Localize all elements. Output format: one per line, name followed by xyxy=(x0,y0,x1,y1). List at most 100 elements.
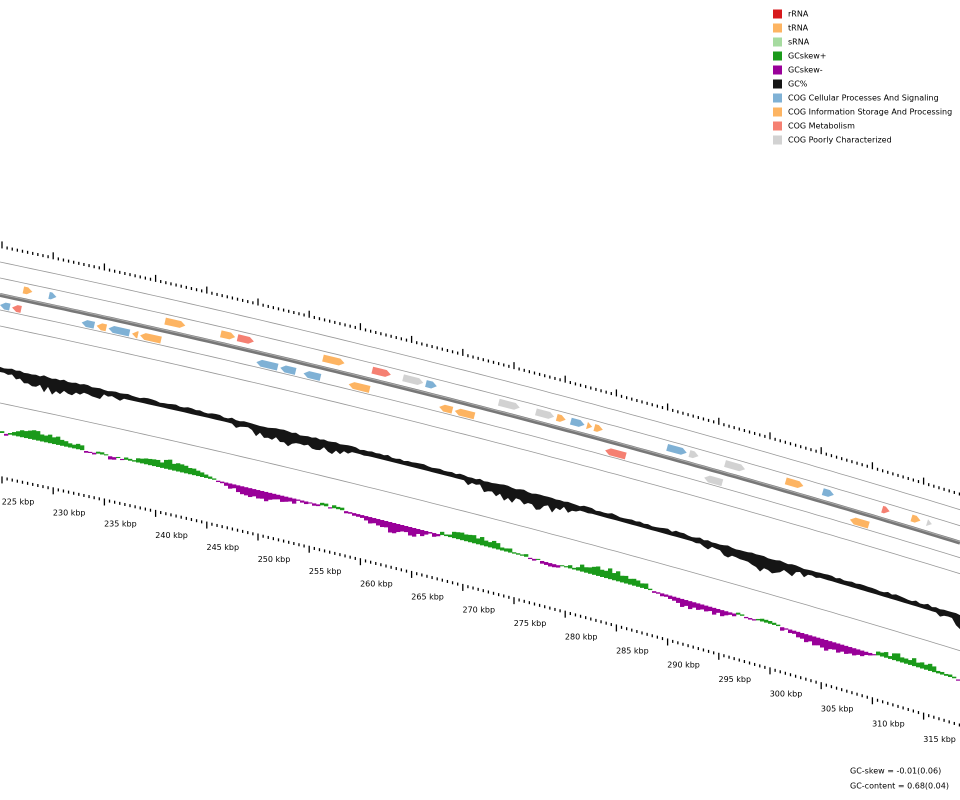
gc-skew-negative xyxy=(288,497,293,502)
gc-skew-negative xyxy=(724,611,729,616)
gc-skew-negative xyxy=(688,601,693,610)
gc-skew-negative xyxy=(220,481,225,484)
gc-skew-positive xyxy=(0,431,5,433)
gene xyxy=(535,408,555,419)
gc-skew-positive xyxy=(928,663,933,671)
gc-skew-negative xyxy=(820,638,825,648)
gc-skew-positive xyxy=(464,534,469,542)
gc-skew-negative xyxy=(744,616,749,619)
gc-skew-negative xyxy=(304,501,309,505)
gc-skew-positive xyxy=(644,583,649,589)
gc-skew-positive xyxy=(616,571,621,582)
gc-skew-negative xyxy=(388,522,393,533)
gene xyxy=(593,424,603,432)
gc-skew-positive xyxy=(80,445,85,451)
gc-skew-positive xyxy=(32,430,37,440)
gc-skew-negative xyxy=(852,648,857,656)
gene xyxy=(108,326,131,337)
gc-skew-negative xyxy=(276,494,281,500)
legend: rRNA tRNA sRNA GCskew+ GCskew- GC% COG Cellula… xyxy=(773,9,952,145)
gc-skew-positive xyxy=(948,674,953,678)
gene xyxy=(425,380,437,389)
gene xyxy=(910,514,921,523)
gc-skew-negative xyxy=(532,558,537,561)
gc-skew-negative xyxy=(364,516,369,521)
gc-skew-positive xyxy=(168,459,173,470)
gc-skew-positive xyxy=(440,531,445,536)
gc-skew-negative xyxy=(428,532,433,534)
gc-skew-negative xyxy=(312,503,317,506)
gc-skew-negative xyxy=(552,564,557,568)
legend-label: COG Information Storage And Processing xyxy=(788,108,952,117)
gc-skew-negative xyxy=(4,433,9,436)
ruler-label: 305 kbp xyxy=(821,704,854,713)
gc-skew-positive xyxy=(324,503,329,507)
gc-content-summary: GC-content = 0.68(0.04) xyxy=(850,782,949,791)
gc-skew-positive xyxy=(576,567,581,571)
gc-skew-negative xyxy=(360,515,365,518)
gc-skew-negative xyxy=(292,498,297,504)
gc-skew-negative xyxy=(296,499,301,501)
gene xyxy=(926,519,932,527)
gc-skew-negative xyxy=(120,458,125,461)
gc-skew-negative xyxy=(420,530,425,537)
gc-skew-positive xyxy=(12,432,17,436)
gc-skew-positive xyxy=(104,454,109,456)
gc-skew-negative xyxy=(348,512,353,514)
gc-skew-negative xyxy=(404,526,409,533)
gc-skew-negative xyxy=(432,533,437,537)
gc-skew-positive xyxy=(564,566,569,568)
gc-skew-positive xyxy=(936,670,941,674)
gc-skew-negative xyxy=(540,560,545,564)
legend-swatch xyxy=(773,37,782,47)
gene xyxy=(439,404,454,414)
gc-skew-positive xyxy=(620,575,625,583)
gc-skew-negative xyxy=(864,651,869,656)
gene xyxy=(96,323,108,332)
ruler-label: 265 kbp xyxy=(411,592,444,601)
gc-skew-positive xyxy=(888,656,893,659)
gc-skew-positive xyxy=(648,588,653,591)
gc-skew-positive xyxy=(772,622,777,625)
legend-label: GCskew- xyxy=(788,66,823,75)
gc-skew-positive xyxy=(740,614,745,616)
gc-skew-positive xyxy=(756,618,761,621)
gc-skew-negative xyxy=(692,602,697,608)
gc-skew-positive xyxy=(196,470,201,477)
ruler-label: 300 kbp xyxy=(770,689,803,698)
gc-skew-positive xyxy=(632,578,637,586)
gene xyxy=(48,292,57,300)
gc-skew-positive xyxy=(920,662,925,669)
gc-skew-positive xyxy=(588,567,593,574)
gene xyxy=(569,417,585,427)
gc-skew-positive xyxy=(28,430,33,439)
gc-skew-negative xyxy=(436,534,441,537)
gc-skew-negative xyxy=(396,524,401,533)
gene xyxy=(704,475,724,487)
tracks: 225 kbp 230 kbp 235 kbp 240 kbp 245 kbp 250 k… xyxy=(0,241,960,744)
gc-skew-negative xyxy=(836,643,841,653)
gc-skew-positive xyxy=(40,434,45,442)
gc-skew-negative xyxy=(408,527,413,536)
gc-skew-positive xyxy=(768,621,773,624)
gene xyxy=(586,422,593,429)
gene xyxy=(371,366,391,377)
gc-skew-positive xyxy=(472,535,477,544)
gc-skew-negative xyxy=(956,679,960,681)
gc-skew-negative xyxy=(868,652,873,656)
gc-skew-positive xyxy=(144,458,149,465)
gc-skew-positive xyxy=(640,583,645,588)
gc-skew-positive xyxy=(568,565,573,569)
gc-skew-negative xyxy=(728,612,733,615)
gc-skew-positive xyxy=(180,464,185,473)
gc-skew-positive xyxy=(52,437,57,445)
gene xyxy=(256,359,279,371)
gc-skew-positive xyxy=(504,548,509,552)
gc-skew-negative xyxy=(652,591,657,593)
gc-skew-positive xyxy=(336,506,341,510)
gc-skew-negative xyxy=(344,511,349,514)
gc-skew-positive xyxy=(932,666,937,673)
gene xyxy=(821,488,834,497)
gc-skew-positive xyxy=(116,456,121,459)
gc-skew-negative xyxy=(392,523,397,534)
